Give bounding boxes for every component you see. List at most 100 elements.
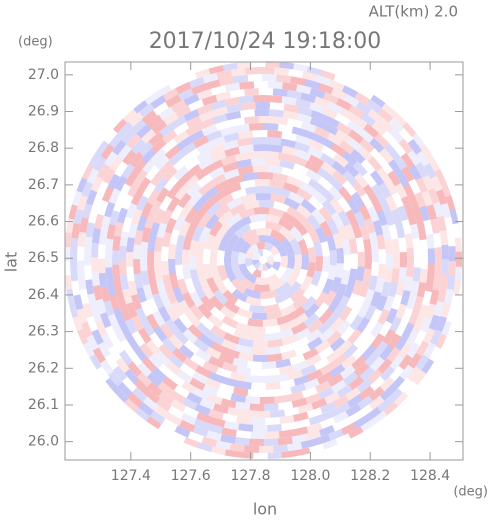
radar-cell <box>428 314 441 332</box>
radar-cell <box>319 220 333 238</box>
radar-cell <box>310 398 328 410</box>
radar-cell <box>140 241 149 257</box>
radar-cell <box>124 318 138 335</box>
radar-cell <box>164 318 180 335</box>
radar-cell <box>211 234 223 252</box>
radar-cell <box>247 73 263 82</box>
radar-cell <box>326 132 344 147</box>
radar-cell <box>64 231 72 248</box>
radar-cell <box>293 220 309 236</box>
radar-cell <box>276 74 293 84</box>
radar-cell <box>191 83 208 95</box>
radar-cell <box>291 433 308 444</box>
radar-cell <box>243 445 259 453</box>
radar-cell <box>223 132 240 143</box>
radar-cell <box>354 91 371 106</box>
radar-cell <box>308 195 324 212</box>
radar-cell <box>349 314 364 331</box>
radar-cell <box>389 365 405 382</box>
radar-cell <box>420 316 432 334</box>
radar-cell <box>212 106 229 117</box>
radar-cell <box>159 322 174 339</box>
radar-cell <box>279 159 296 170</box>
radar-cell <box>337 196 352 213</box>
radar-cell <box>136 194 149 212</box>
radar-cell <box>117 143 133 160</box>
radar-cell <box>168 372 185 387</box>
radar-cell <box>140 128 157 144</box>
radar-cell <box>378 196 391 213</box>
radar-cell <box>317 176 334 192</box>
radar-cell <box>137 401 154 417</box>
radar-cell <box>286 252 295 270</box>
radar-cell <box>348 129 365 144</box>
radar-cell <box>406 366 422 383</box>
radar-cell <box>369 148 385 164</box>
radar-cell <box>125 202 138 219</box>
radar-cell <box>233 74 249 84</box>
radar-cell <box>393 391 409 407</box>
radar-cell <box>216 222 231 239</box>
radar-cell <box>318 308 334 325</box>
radar-cell <box>151 119 168 135</box>
radar-cell <box>277 436 293 446</box>
radar-cell <box>224 264 237 282</box>
radar-cell <box>162 87 180 101</box>
radar-cell <box>448 260 456 276</box>
radar-cell <box>434 247 443 263</box>
radar-cell <box>250 417 266 426</box>
radar-cell <box>338 305 353 322</box>
radar-cell <box>330 276 342 294</box>
radar-cell <box>347 426 364 439</box>
radar-cell <box>257 249 263 257</box>
radar-cell <box>224 449 240 458</box>
radar-cell <box>219 305 236 320</box>
radar-cell <box>332 410 349 424</box>
radar-cell <box>150 170 165 187</box>
radar-cell <box>352 161 369 177</box>
radar-cell <box>334 113 352 127</box>
radar-cell <box>118 320 132 338</box>
radar-cell <box>122 288 133 305</box>
radar-cell <box>313 357 330 371</box>
radar-cell <box>180 380 198 395</box>
radar-cell <box>255 192 272 201</box>
radar-cell <box>415 162 429 179</box>
radar-cell <box>415 354 430 371</box>
radar-cell <box>226 103 243 114</box>
radar-cell <box>103 299 115 317</box>
radar-cell <box>343 93 361 108</box>
radar-cell <box>113 326 127 343</box>
radar-cell <box>88 151 102 168</box>
radar-cell <box>286 89 303 100</box>
radar-cell <box>277 123 294 134</box>
radar-cell <box>239 81 255 90</box>
radar-cell <box>273 116 289 126</box>
radar-cell <box>293 374 310 387</box>
radar-cell <box>359 366 375 382</box>
radar-cell <box>321 145 338 160</box>
radar-cell <box>363 123 380 139</box>
radar-cell <box>196 141 213 155</box>
radar-cell <box>328 185 344 202</box>
radar-cell <box>249 214 266 223</box>
radar-cell <box>210 99 227 111</box>
radar-cell <box>82 301 93 319</box>
radar-cell <box>448 246 457 262</box>
radar-cell <box>218 352 235 365</box>
radar-cell <box>191 225 204 242</box>
radar-cell <box>181 397 198 411</box>
radar-cell <box>264 367 281 376</box>
radar-cell <box>279 61 295 70</box>
radar-cell <box>273 394 290 404</box>
radar-cell <box>268 109 285 118</box>
radar-cell <box>129 151 145 168</box>
radar-cell <box>247 318 263 327</box>
radar-cell <box>377 308 390 326</box>
radar-cell <box>207 331 225 346</box>
radar-cell <box>369 356 385 372</box>
radar-cell <box>401 166 415 183</box>
radar-cell <box>112 235 121 251</box>
radar-cell <box>333 74 350 87</box>
radar-cell <box>258 445 274 453</box>
